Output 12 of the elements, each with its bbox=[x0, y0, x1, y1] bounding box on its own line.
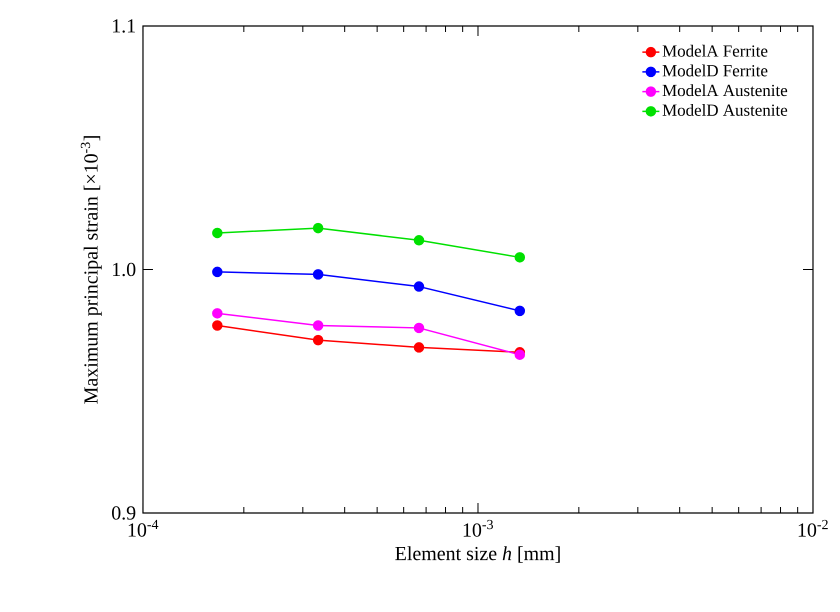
legend-label: ModelA Ferrite bbox=[662, 44, 768, 57]
y-tick-label: 1.0 bbox=[112, 262, 136, 276]
legend-label: ModelD Austenite bbox=[662, 104, 788, 116]
x-tick-label: 10$^{-4}$ bbox=[128, 520, 158, 537]
y-tick-label: 1.1 bbox=[112, 19, 135, 33]
x-axis-title: Element size h [mm] bbox=[395, 546, 560, 563]
y-tick-label: 0.9 bbox=[112, 506, 136, 520]
x-tick-label: 10$^{-3}$ bbox=[464, 520, 493, 537]
legend-label: ModelD Ferrite bbox=[662, 64, 768, 76]
y-axis-title: Maximum principal strain [×10$^{-3}$] bbox=[80, 136, 102, 404]
legend-label: ModelA Austenite bbox=[662, 84, 788, 96]
x-tick-label: 10$^{-2}$ bbox=[798, 520, 828, 537]
